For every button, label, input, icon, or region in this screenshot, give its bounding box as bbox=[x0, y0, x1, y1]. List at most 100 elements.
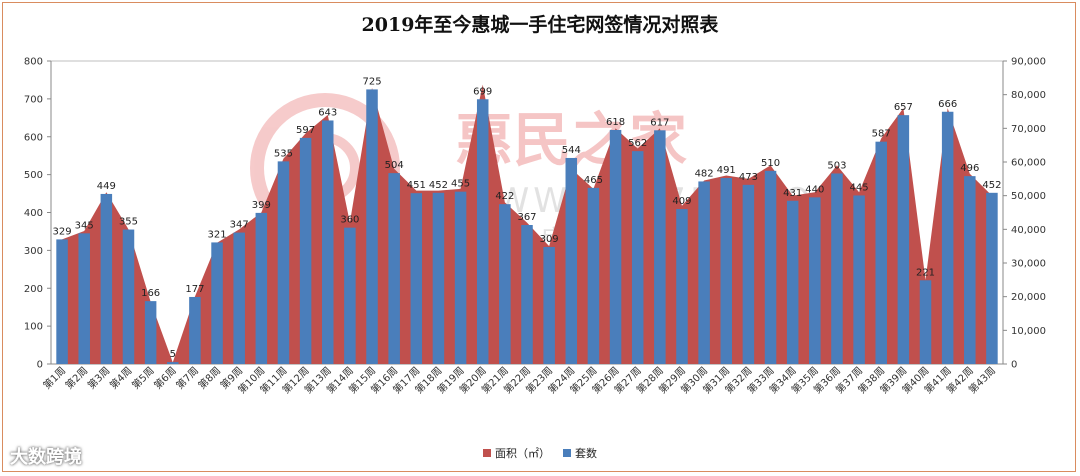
bar-taoshu bbox=[919, 280, 932, 364]
bar-data-label: 431 bbox=[783, 188, 802, 199]
bar-data-label: 360 bbox=[340, 215, 359, 226]
left-axis-tick-label: 500 bbox=[24, 170, 43, 181]
bar-data-label: 465 bbox=[584, 175, 603, 186]
left-axis-tick-label: 200 bbox=[24, 284, 43, 295]
right-axis-tick-label: 40,000 bbox=[1011, 225, 1046, 236]
bar-taoshu bbox=[144, 301, 157, 364]
bar-data-label: 597 bbox=[296, 125, 315, 136]
bar-taoshu bbox=[875, 141, 887, 364]
bar-taoshu bbox=[344, 227, 356, 364]
bar-data-label: 455 bbox=[451, 179, 470, 190]
bar-taoshu bbox=[676, 209, 688, 364]
x-axis-category-label: 第1周 bbox=[40, 364, 68, 392]
right-axis-tick-label: 20,000 bbox=[1011, 292, 1046, 303]
bar-data-label: 321 bbox=[207, 229, 226, 240]
bar-data-label: 535 bbox=[274, 148, 293, 159]
legend: 面积（㎡） 套数 bbox=[483, 447, 597, 460]
left-axis-tick-label: 0 bbox=[37, 360, 43, 371]
bar-data-label: 562 bbox=[628, 138, 647, 149]
right-axis-tick-label: 10,000 bbox=[1011, 326, 1046, 337]
right-axis-tick-label: 80,000 bbox=[1011, 90, 1046, 101]
bar-taoshu bbox=[410, 193, 423, 364]
bar-taoshu bbox=[122, 229, 135, 364]
bar-taoshu bbox=[189, 296, 201, 364]
left-axis-tick-label: 700 bbox=[24, 94, 43, 105]
bar-taoshu bbox=[609, 129, 622, 364]
bar-data-label: 422 bbox=[495, 191, 514, 202]
bar-data-label: 503 bbox=[827, 160, 846, 171]
bar-data-label: 345 bbox=[75, 220, 94, 231]
left-axis-tick-label: 100 bbox=[24, 322, 43, 333]
bar-taoshu bbox=[78, 233, 90, 364]
bar-taoshu bbox=[277, 161, 290, 364]
bar-data-label: 544 bbox=[562, 145, 581, 156]
bar-taoshu bbox=[565, 157, 578, 364]
legend-label: 套数 bbox=[575, 447, 597, 460]
chart-title: 2019年至今惠城一手住宅网签情况对照表 bbox=[361, 14, 719, 36]
bar-data-label: 445 bbox=[850, 182, 869, 193]
bar-data-label: 699 bbox=[473, 86, 492, 97]
bar-data-label: 440 bbox=[805, 184, 824, 195]
right-axis-tick-label: 60,000 bbox=[1011, 158, 1046, 169]
x-axis-category-label: 第7周 bbox=[173, 364, 201, 392]
bar-taoshu bbox=[742, 184, 755, 364]
bar-data-label: 177 bbox=[185, 284, 204, 295]
bar-taoshu bbox=[941, 111, 954, 364]
bar-taoshu bbox=[255, 212, 268, 364]
bar-data-label: 399 bbox=[252, 200, 271, 211]
bar-taoshu bbox=[764, 170, 777, 364]
legend-swatch bbox=[483, 449, 491, 457]
right-axis-tick-label: 0 bbox=[1011, 360, 1017, 371]
right-axis-tick-label: 70,000 bbox=[1011, 124, 1046, 135]
bar-data-label: 491 bbox=[717, 165, 736, 176]
bar-data-label: 504 bbox=[385, 160, 404, 171]
bar-data-label: 452 bbox=[982, 180, 1001, 191]
x-axis-category-label: 第6周 bbox=[151, 364, 179, 392]
bar-taoshu bbox=[809, 197, 821, 364]
right-axis-tick-label: 30,000 bbox=[1011, 259, 1046, 270]
bar-taoshu bbox=[831, 173, 843, 364]
bar-taoshu bbox=[720, 178, 733, 364]
bar-taoshu bbox=[211, 242, 223, 364]
left-axis-tick-label: 600 bbox=[24, 132, 43, 143]
left-axis-tick-label: 800 bbox=[24, 57, 43, 68]
bar-data-label: 618 bbox=[606, 117, 625, 128]
bar-data-label: 451 bbox=[407, 180, 426, 191]
bar-data-label: 473 bbox=[739, 172, 758, 183]
area-series-mianji bbox=[62, 84, 992, 365]
x-axis-category-label: 第2周 bbox=[62, 364, 90, 392]
source-badge: 大数跨境 bbox=[10, 447, 82, 468]
bar-taoshu bbox=[698, 181, 710, 364]
bar-taoshu bbox=[100, 193, 113, 364]
bar-data-label: 666 bbox=[938, 99, 957, 110]
bar-data-label: 355 bbox=[119, 217, 138, 228]
x-axis-category-label: 第5周 bbox=[129, 364, 157, 392]
bar-data-label: 617 bbox=[650, 117, 669, 128]
bar-taoshu bbox=[233, 232, 245, 364]
bar-data-label: 347 bbox=[230, 220, 249, 231]
bar-data-label: 166 bbox=[141, 288, 160, 299]
bar-taoshu bbox=[853, 195, 865, 364]
legend-swatch bbox=[563, 449, 571, 457]
bar-taoshu bbox=[654, 130, 666, 364]
bar-data-label: 329 bbox=[53, 226, 72, 237]
bar-data-label: 309 bbox=[540, 234, 559, 245]
left-axis-tick-label: 300 bbox=[24, 246, 43, 257]
bar-data-label: 725 bbox=[362, 76, 381, 87]
bar-data-label: 496 bbox=[960, 163, 979, 174]
bar-taoshu bbox=[964, 176, 976, 364]
bar-data-label: 643 bbox=[318, 107, 337, 118]
bar-data-label: 452 bbox=[429, 180, 448, 191]
bar-data-label: 409 bbox=[672, 196, 691, 207]
bar-taoshu bbox=[388, 173, 400, 364]
bar-data-label: 657 bbox=[894, 102, 913, 113]
bar-data-label: 367 bbox=[517, 212, 536, 223]
bar-taoshu bbox=[543, 246, 555, 364]
bar-data-label: 587 bbox=[872, 129, 891, 140]
bar-taoshu bbox=[299, 137, 312, 364]
bar-taoshu bbox=[167, 362, 179, 364]
bar-data-label: 449 bbox=[97, 181, 116, 192]
bar-taoshu bbox=[521, 224, 533, 364]
bar-taoshu bbox=[366, 89, 378, 364]
bar-taoshu bbox=[897, 115, 910, 364]
